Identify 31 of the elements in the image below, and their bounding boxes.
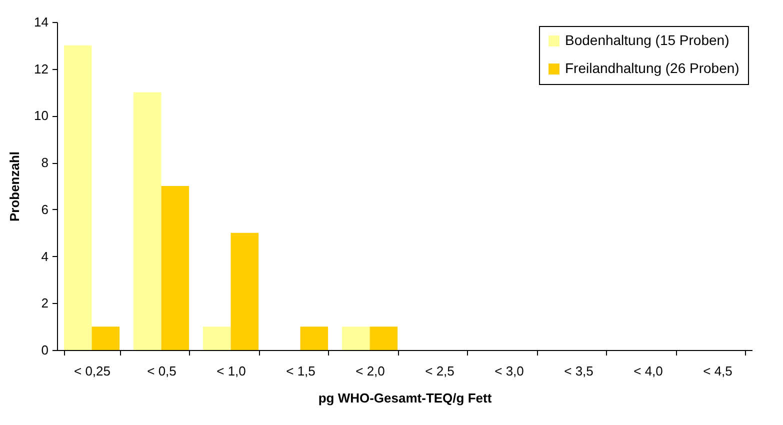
x-tick-label: < 4,5 bbox=[703, 364, 732, 378]
x-tick-label: < 2,5 bbox=[425, 364, 454, 378]
y-tick-label: 8 bbox=[41, 155, 48, 170]
y-tick-label: 12 bbox=[34, 61, 48, 76]
x-tick-label: < 4,0 bbox=[634, 364, 663, 378]
bar bbox=[202, 326, 231, 350]
bar bbox=[230, 232, 259, 350]
bar bbox=[133, 92, 162, 350]
y-tick-label: 6 bbox=[41, 202, 48, 217]
x-tick-label: < 1,0 bbox=[216, 364, 246, 378]
x-tick-label: < 1,5 bbox=[286, 364, 316, 378]
x-axis-title: pg WHO-Gesamt-TEQ/g Fett bbox=[318, 390, 492, 406]
bar bbox=[342, 326, 370, 350]
bar bbox=[92, 326, 120, 350]
legend-label: Freilandhaltung (26 Proben) bbox=[565, 60, 740, 76]
bar bbox=[64, 45, 92, 350]
x-tick-label: < 0,25 bbox=[74, 364, 111, 378]
bar bbox=[370, 326, 398, 350]
x-tick-label: < 0,5 bbox=[147, 364, 176, 378]
y-tick-label: 10 bbox=[34, 108, 48, 124]
x-tick-label: < 2,0 bbox=[356, 364, 385, 378]
y-tick-label: 0 bbox=[41, 342, 48, 358]
y-tick-label: 2 bbox=[41, 296, 48, 311]
y-axis-title: Probenzahl bbox=[7, 151, 22, 222]
bar bbox=[300, 326, 328, 350]
x-tick-label: < 3,0 bbox=[494, 364, 524, 378]
legend-label: Bodenhaltung (15 Proben) bbox=[565, 32, 730, 48]
y-tick-label: 14 bbox=[34, 14, 48, 30]
bar bbox=[161, 186, 190, 350]
x-tick-label: < 3,5 bbox=[564, 364, 594, 378]
y-tick-label: 4 bbox=[41, 248, 48, 264]
